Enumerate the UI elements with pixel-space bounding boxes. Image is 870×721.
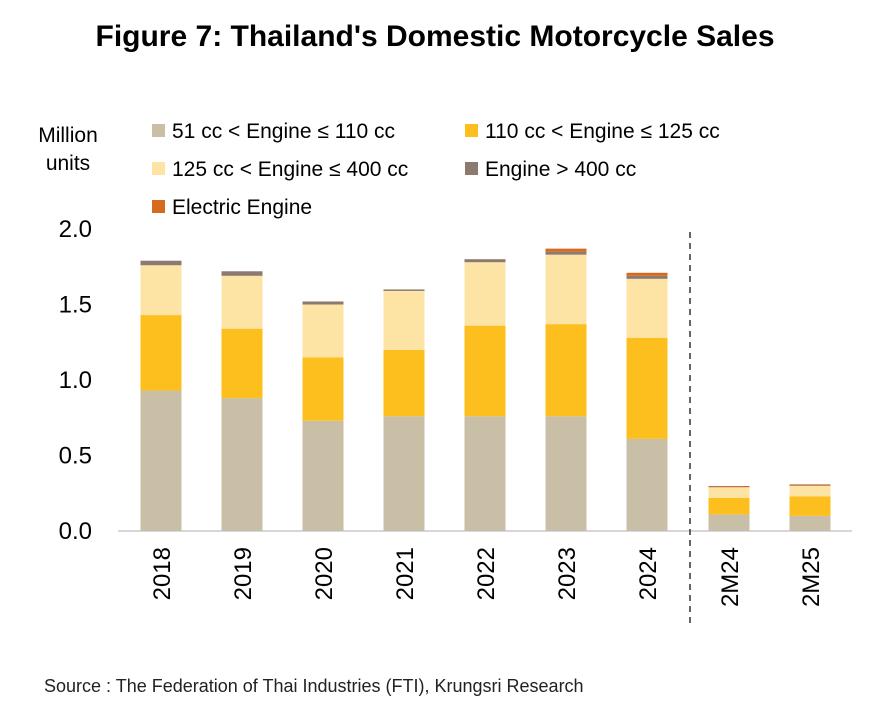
bar-segment [140, 390, 182, 531]
bar-segment [545, 248, 587, 252]
bar-segment [464, 325, 506, 417]
bar-segment [708, 487, 750, 498]
bar-segment [789, 485, 831, 497]
legend-label: 110 cc < Engine ≤ 125 cc [485, 120, 720, 143]
bar-segment [789, 484, 831, 486]
bar-segment [708, 486, 750, 487]
bar-segment [383, 290, 425, 350]
bar-segment [464, 416, 506, 531]
bar-segment [302, 304, 344, 358]
bar-segment [626, 337, 668, 439]
x-tick-label: 2M25 [798, 547, 825, 607]
bar-segment [708, 486, 750, 488]
legend: 51 cc < Engine ≤ 110 cc 110 cc < Engine ≤… [152, 120, 720, 219]
legend-label: Engine > 400 cc [485, 158, 636, 181]
x-tick-label: 2019 [230, 547, 257, 600]
bar-segment [140, 315, 182, 391]
legend-swatch [152, 124, 165, 137]
bar-segment [789, 496, 831, 516]
bar-segment [140, 265, 182, 316]
bar-segment [383, 416, 425, 531]
x-tick-label: 2022 [473, 547, 500, 600]
bar-segment [545, 324, 587, 417]
y-axis-ticks: 0.0 0.5 1.0 1.5 2.0 [59, 216, 92, 545]
bar-segment [221, 275, 263, 329]
bar-segment [789, 484, 831, 486]
legend-swatch [465, 162, 478, 175]
x-axis-ticks: 2018 2019 2020 2021 2022 2023 2024 2M24 2M25 [149, 547, 825, 607]
x-tick-label: 2M24 [717, 547, 744, 607]
y-axis-label-line2: units [46, 152, 90, 175]
bar-segment [545, 416, 587, 531]
stacked-bar-chart: Million units 51 cc < Engine ≤ 110 cc 110… [38, 120, 852, 625]
bar-segment [221, 271, 263, 276]
legend-label: Electric Engine [172, 196, 312, 219]
bar-segment [708, 497, 750, 515]
y-tick-label: 0.0 [59, 518, 92, 545]
y-tick-label: 0.5 [59, 443, 92, 470]
legend-swatch [465, 124, 478, 137]
bars [140, 248, 831, 531]
bar-segment [626, 438, 668, 531]
bar-segment [383, 289, 425, 291]
x-tick-label: 2018 [149, 547, 176, 600]
legend-swatch [152, 200, 165, 213]
bar-segment [708, 514, 750, 531]
bar-segment [626, 278, 668, 338]
y-tick-label: 2.0 [59, 216, 92, 243]
x-tick-label: 2023 [554, 547, 581, 600]
bar-segment [626, 272, 668, 276]
bar-segment [464, 262, 506, 326]
bar-segment [383, 349, 425, 417]
bar-segment [302, 357, 344, 421]
y-tick-label: 1.5 [59, 292, 92, 319]
bar-segment [789, 515, 831, 531]
legend-label: 51 cc < Engine ≤ 110 cc [172, 120, 395, 143]
bar-segment [626, 275, 668, 279]
bar-segment [302, 420, 344, 531]
bar-segment [221, 398, 263, 531]
source-note: Source : The Federation of Thai Industri… [44, 676, 584, 696]
bar-segment [545, 254, 587, 325]
bar-segment [221, 328, 263, 399]
x-tick-label: 2020 [311, 547, 338, 600]
bar-segment [464, 259, 506, 263]
chart-title: Figure 7: Thailand's Domestic Motorcycle… [95, 20, 775, 53]
legend-swatch [152, 162, 165, 175]
y-tick-label: 1.0 [59, 367, 92, 394]
x-tick-label: 2024 [635, 547, 662, 600]
bar-segment [545, 251, 587, 255]
bar-segment [302, 301, 344, 305]
bar-segment [140, 260, 182, 266]
x-tick-label: 2021 [392, 547, 419, 600]
legend-label: 125 cc < Engine ≤ 400 cc [172, 158, 408, 181]
y-axis-label-line1: Million [38, 124, 98, 147]
